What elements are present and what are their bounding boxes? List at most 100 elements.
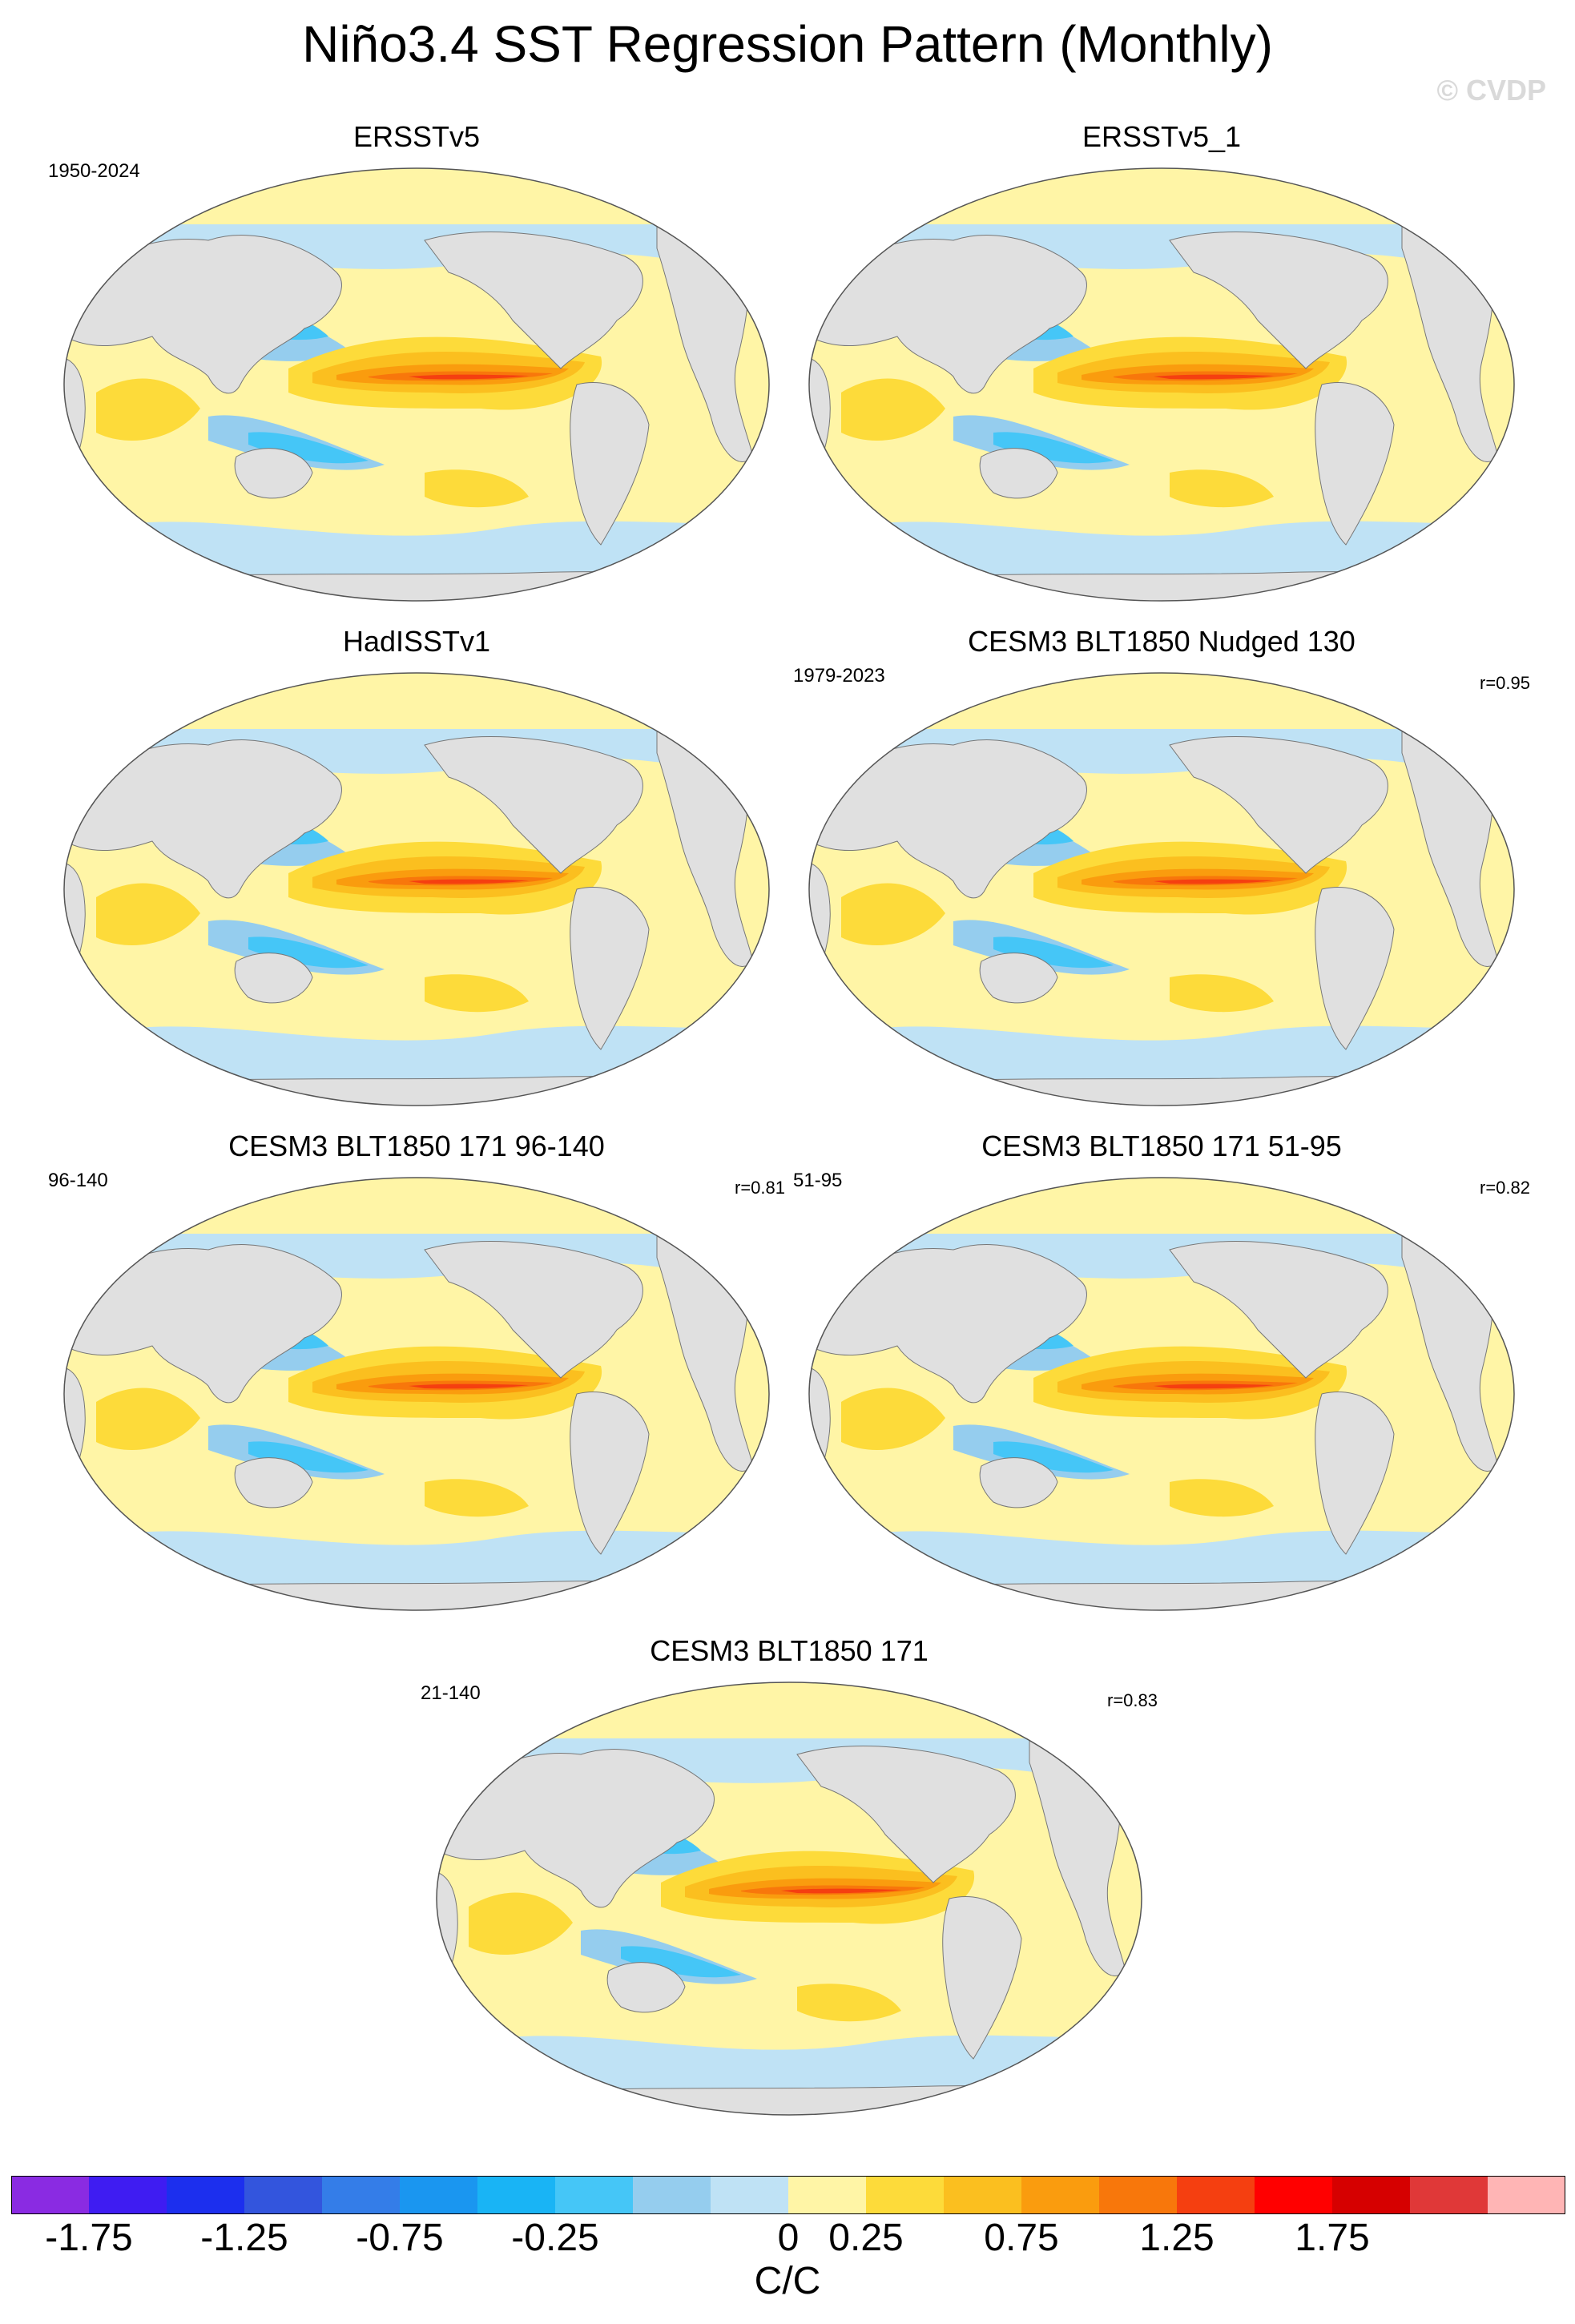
colorbar-tick-label: -1.25 <box>200 2217 288 2259</box>
map-boundary <box>63 1177 770 1611</box>
eurasia-landmass <box>809 739 1087 899</box>
panel-correlation: r=0.82 <box>1480 1178 1530 1198</box>
north-america-landmass <box>796 1746 1016 1883</box>
sst-regression-map <box>63 167 770 602</box>
enso-warm-core <box>1154 1384 1274 1389</box>
colorbar-tick-label: 0.25 <box>828 2217 904 2259</box>
south-pacific-warm <box>425 469 529 508</box>
south-pacific-warm <box>425 974 529 1013</box>
eurasia-landmass <box>437 1749 715 1908</box>
eurasia-landmass <box>809 235 1087 394</box>
panel-cesm3-51-95: CESM3 BLT1850 171 51-95 51-95 r=0.82 <box>793 1130 1530 1626</box>
panel-title: ERSSTv5 <box>352 120 481 153</box>
south-america-landmass <box>570 381 650 546</box>
panel-ersstv5-1: ERSSTv5_1 <box>793 120 1530 617</box>
indian-ocean-warm <box>841 883 945 945</box>
panel-cesm3-96-140: CESM3 BLT1850 171 96-140 96-140 r=0.81 <box>48 1130 785 1626</box>
colorbar-tick-label: -1.75 <box>45 2217 133 2259</box>
panel-correlation: r=0.83 <box>1107 1690 1158 1710</box>
north-america-landmass <box>1169 1241 1388 1379</box>
panel-title: CESM3 BLT1850 171 51-95 <box>981 1130 1342 1162</box>
colorbar-swatch <box>1332 2176 1411 2214</box>
south-pacific-cool-core <box>248 432 369 464</box>
north-america-landmass <box>424 736 643 874</box>
south-america-landmass <box>570 1391 650 1555</box>
south-pacific-warm <box>1170 974 1274 1013</box>
colorbar-tick-label: 1.75 <box>1295 2217 1370 2259</box>
enso-warm-core <box>409 1384 529 1389</box>
colorbar-swatch <box>633 2176 711 2214</box>
enso-warm-core <box>1154 879 1274 884</box>
colorbar-swatch <box>555 2176 634 2214</box>
south-pacific-cool-core <box>248 936 369 969</box>
panel-period: 51-95 <box>793 1170 843 1191</box>
map-boundary <box>808 1177 1515 1611</box>
north-america-landmass <box>1169 232 1388 369</box>
colorbar-swatch <box>167 2176 245 2214</box>
south-pacific-warm <box>797 1984 901 2022</box>
indian-ocean-warm <box>96 883 200 945</box>
colorbar <box>11 2176 1565 2214</box>
map-boundary <box>436 1682 1142 2116</box>
south-pacific-warm <box>1170 1479 1274 1517</box>
australia-landmass <box>234 953 313 1004</box>
colorbar-tick-label: -0.75 <box>356 2217 444 2259</box>
antarctica-landmass <box>64 1076 769 1106</box>
australia-landmass <box>979 953 1058 1004</box>
panel-period: 96-140 <box>48 1170 108 1191</box>
sst-regression-map <box>436 1682 1142 2116</box>
map-boundary <box>63 167 770 602</box>
south-america-landmass <box>1315 886 1395 1050</box>
eurasia-landmass <box>64 1244 342 1404</box>
africa-landmass <box>809 356 831 490</box>
map-boundary <box>808 672 1515 1106</box>
eurasia-landmass <box>64 235 342 394</box>
indian-ocean-warm <box>841 1388 945 1450</box>
antarctica-landmass <box>809 1581 1514 1610</box>
panel-title: CESM3 BLT1850 171 96-140 <box>228 1130 605 1162</box>
panel-title: HadISSTv1 <box>342 625 491 658</box>
panel-cesm3-nudged: CESM3 BLT1850 Nudged 130 1979-2023 r=0.9… <box>793 625 1530 1122</box>
panel-title: CESM3 BLT1850 Nudged 130 <box>968 625 1355 658</box>
panel-correlation: r=0.81 <box>735 1178 785 1198</box>
indian-ocean-warm <box>469 1892 573 1955</box>
africa-landmass <box>809 1366 831 1500</box>
antarctica-landmass <box>64 1581 769 1610</box>
colorbar-swatch <box>711 2176 789 2214</box>
panel-cesm3-21-140: CESM3 BLT1850 171 21-140 r=0.83 <box>421 1634 1158 2131</box>
panel-title: CESM3 BLT1850 171 <box>650 1634 928 1667</box>
indian-ocean-warm <box>841 378 945 441</box>
north-america-landmass <box>424 1241 643 1379</box>
colorbar-swatch <box>400 2176 478 2214</box>
africa-landmass <box>437 1871 458 2004</box>
indian-ocean-warm <box>96 378 200 441</box>
colorbar-swatch <box>89 2176 167 2214</box>
panel-period: 1950-2024 <box>48 160 140 182</box>
colorbar-tick-label: 0 <box>777 2217 800 2259</box>
colorbar-unit: C/C <box>754 2260 821 2302</box>
panel-ersstv5: ERSSTv5 1950-2024 <box>48 120 785 617</box>
north-america-landmass <box>1169 736 1388 874</box>
enso-warm-core <box>781 1888 901 1894</box>
antarctica-landmass <box>437 2085 1142 2115</box>
australia-landmass <box>234 1457 313 1508</box>
south-pacific-cool-core <box>993 432 1114 464</box>
colorbar-swatch <box>1255 2176 1333 2214</box>
antarctica-landmass <box>809 571 1514 601</box>
south-pacific-cool-core <box>621 1946 741 1978</box>
australia-landmass <box>606 1962 686 2013</box>
south-america-landmass <box>570 886 650 1050</box>
indian-ocean-warm <box>96 1388 200 1450</box>
south-america-landmass <box>942 1895 1022 2060</box>
map-boundary <box>63 672 770 1106</box>
colorbar-swatch <box>322 2176 401 2214</box>
colorbar-tick-label: -0.25 <box>511 2217 599 2259</box>
eurasia-landmass <box>809 1244 1087 1404</box>
colorbar-swatch <box>1021 2176 1100 2214</box>
sst-regression-map <box>63 1177 770 1611</box>
colorbar-swatch <box>866 2176 945 2214</box>
colorbar-swatch <box>477 2176 556 2214</box>
enso-warm-core <box>409 374 529 380</box>
africa-landmass <box>64 356 86 490</box>
colorbar-tick-label: 1.25 <box>1139 2217 1214 2259</box>
